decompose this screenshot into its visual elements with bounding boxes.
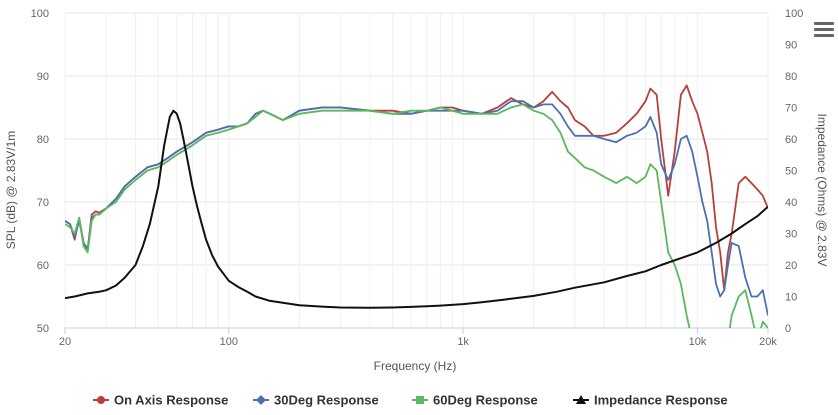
legend-marker-square xyxy=(416,396,424,404)
series-line-impedance xyxy=(65,109,768,309)
y-tick-label-right: 80 xyxy=(785,71,797,83)
axes xyxy=(64,327,769,334)
y-axis-title-right: Impedance (Ohms) @ 2.83V xyxy=(815,114,829,267)
legend: On Axis Response 30Deg Response 60Deg Resp… xyxy=(93,393,728,408)
x-tick-label: 10k xyxy=(689,336,707,348)
y-tick-label-right: 50 xyxy=(785,166,797,178)
menu-icon[interactable] xyxy=(814,22,834,38)
menu-icon-bar xyxy=(814,22,834,25)
y-tick-label-right: 20 xyxy=(785,260,797,272)
y-tick-label-right: 60 xyxy=(785,134,797,146)
legend-label-30deg: 30Deg Response xyxy=(274,393,379,408)
y-tick-label-right: 40 xyxy=(785,197,797,209)
tick-labels: 20 100 1k 10k 20k 50 60 70 80 90 100 0 10 20 30 40 50 60 7… xyxy=(31,8,804,348)
menu-icon-bar xyxy=(814,34,834,37)
y-tick-label-right: 70 xyxy=(785,103,797,115)
series-line-30deg xyxy=(65,100,768,316)
x-axis-title: Frequency (Hz) xyxy=(374,359,457,373)
x-tick-label: 20 xyxy=(59,336,71,348)
y-tick-label-left: 90 xyxy=(37,71,49,83)
legend-label-on-axis: On Axis Response xyxy=(114,393,228,408)
y-axis-title-left: SPL (dB) @ 2.83V/1m xyxy=(4,131,18,249)
legend-marker-diamond xyxy=(256,395,266,405)
x-tick-label: 100 xyxy=(220,336,238,348)
legend-marker-triangle xyxy=(576,395,586,404)
y-tick-label-left: 100 xyxy=(31,8,49,20)
y-tick-label-left: 70 xyxy=(37,197,49,209)
y-tick-label-left: 50 xyxy=(37,323,49,335)
series-lines xyxy=(65,84,768,328)
legend-label-60deg: 60Deg Response xyxy=(433,393,538,408)
x-tick-label: 20k xyxy=(759,336,777,348)
y-tick-label-left: 60 xyxy=(37,260,49,272)
y-tick-label-right: 90 xyxy=(785,40,797,52)
grid-lines xyxy=(64,12,769,329)
series-line-60deg xyxy=(65,103,768,328)
legend-marker-circle xyxy=(97,396,105,404)
x-tick-label: 1k xyxy=(457,336,469,348)
y-tick-label-right: 0 xyxy=(785,323,791,335)
menu-icon-bar xyxy=(814,28,834,31)
y-tick-label-right: 30 xyxy=(785,229,797,241)
legend-label-impedance: Impedance Response xyxy=(594,393,728,408)
y-tick-label-right: 100 xyxy=(785,8,803,20)
y-tick-label-right: 10 xyxy=(785,292,797,304)
y-tick-label-left: 80 xyxy=(37,134,49,146)
